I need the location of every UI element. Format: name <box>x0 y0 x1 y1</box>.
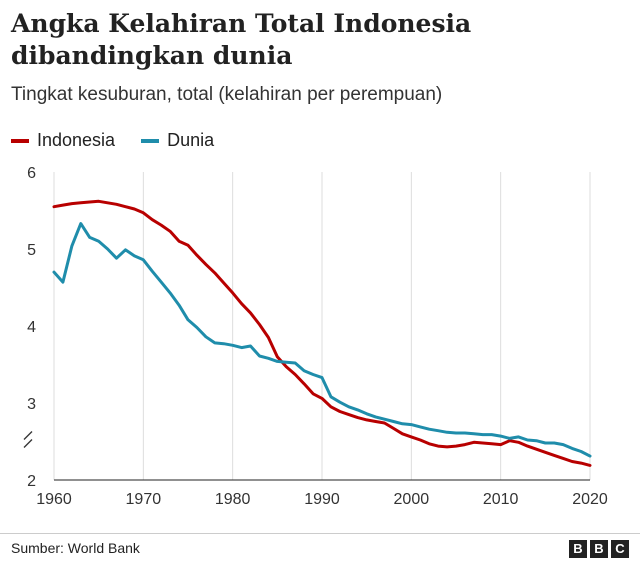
legend-swatch-indonesia <box>11 138 29 143</box>
bbc-logo-letter: B <box>569 540 587 558</box>
source-note: Sumber: World Bank <box>11 540 140 556</box>
x-tick-label: 1980 <box>215 491 251 508</box>
legend: Indonesia Dunia <box>11 130 240 151</box>
x-tick-label: 1990 <box>304 491 340 508</box>
y-tick-label: 4 <box>27 319 36 336</box>
bbc-logo: B B C <box>569 540 629 558</box>
x-tick-label: 2000 <box>394 491 430 508</box>
legend-swatch-dunia <box>141 138 160 143</box>
series-line-dunia <box>52 222 592 458</box>
x-tick-label: 1970 <box>126 491 162 508</box>
series-line-indonesia <box>52 199 592 467</box>
axis-break-mark <box>23 439 33 448</box>
x-tick-label: 2010 <box>483 491 519 508</box>
y-tick-label: 2 <box>27 473 36 490</box>
chart-title: Angka Kelahiran Total Indonesia dibandin… <box>11 9 472 70</box>
y-tick-label: 6 <box>27 165 36 182</box>
bbc-logo-letter: B <box>590 540 608 558</box>
legend-item-dunia: Dunia <box>141 130 214 151</box>
bbc-logo-letter: C <box>611 540 629 558</box>
legend-item-indonesia: Indonesia <box>11 130 115 151</box>
chart-subtitle: Tingkat kesuburan, total (kelahiran per … <box>11 84 443 105</box>
axis-break-mark <box>23 431 33 440</box>
y-tick-label: 5 <box>27 242 36 259</box>
y-tick-label: 3 <box>27 396 36 413</box>
x-tick-label: 1960 <box>36 491 72 508</box>
x-tick-label: 2020 <box>572 491 608 508</box>
legend-label-dunia: Dunia <box>167 130 215 150</box>
legend-label-indonesia: Indonesia <box>37 130 116 150</box>
footer-divider <box>0 533 640 534</box>
